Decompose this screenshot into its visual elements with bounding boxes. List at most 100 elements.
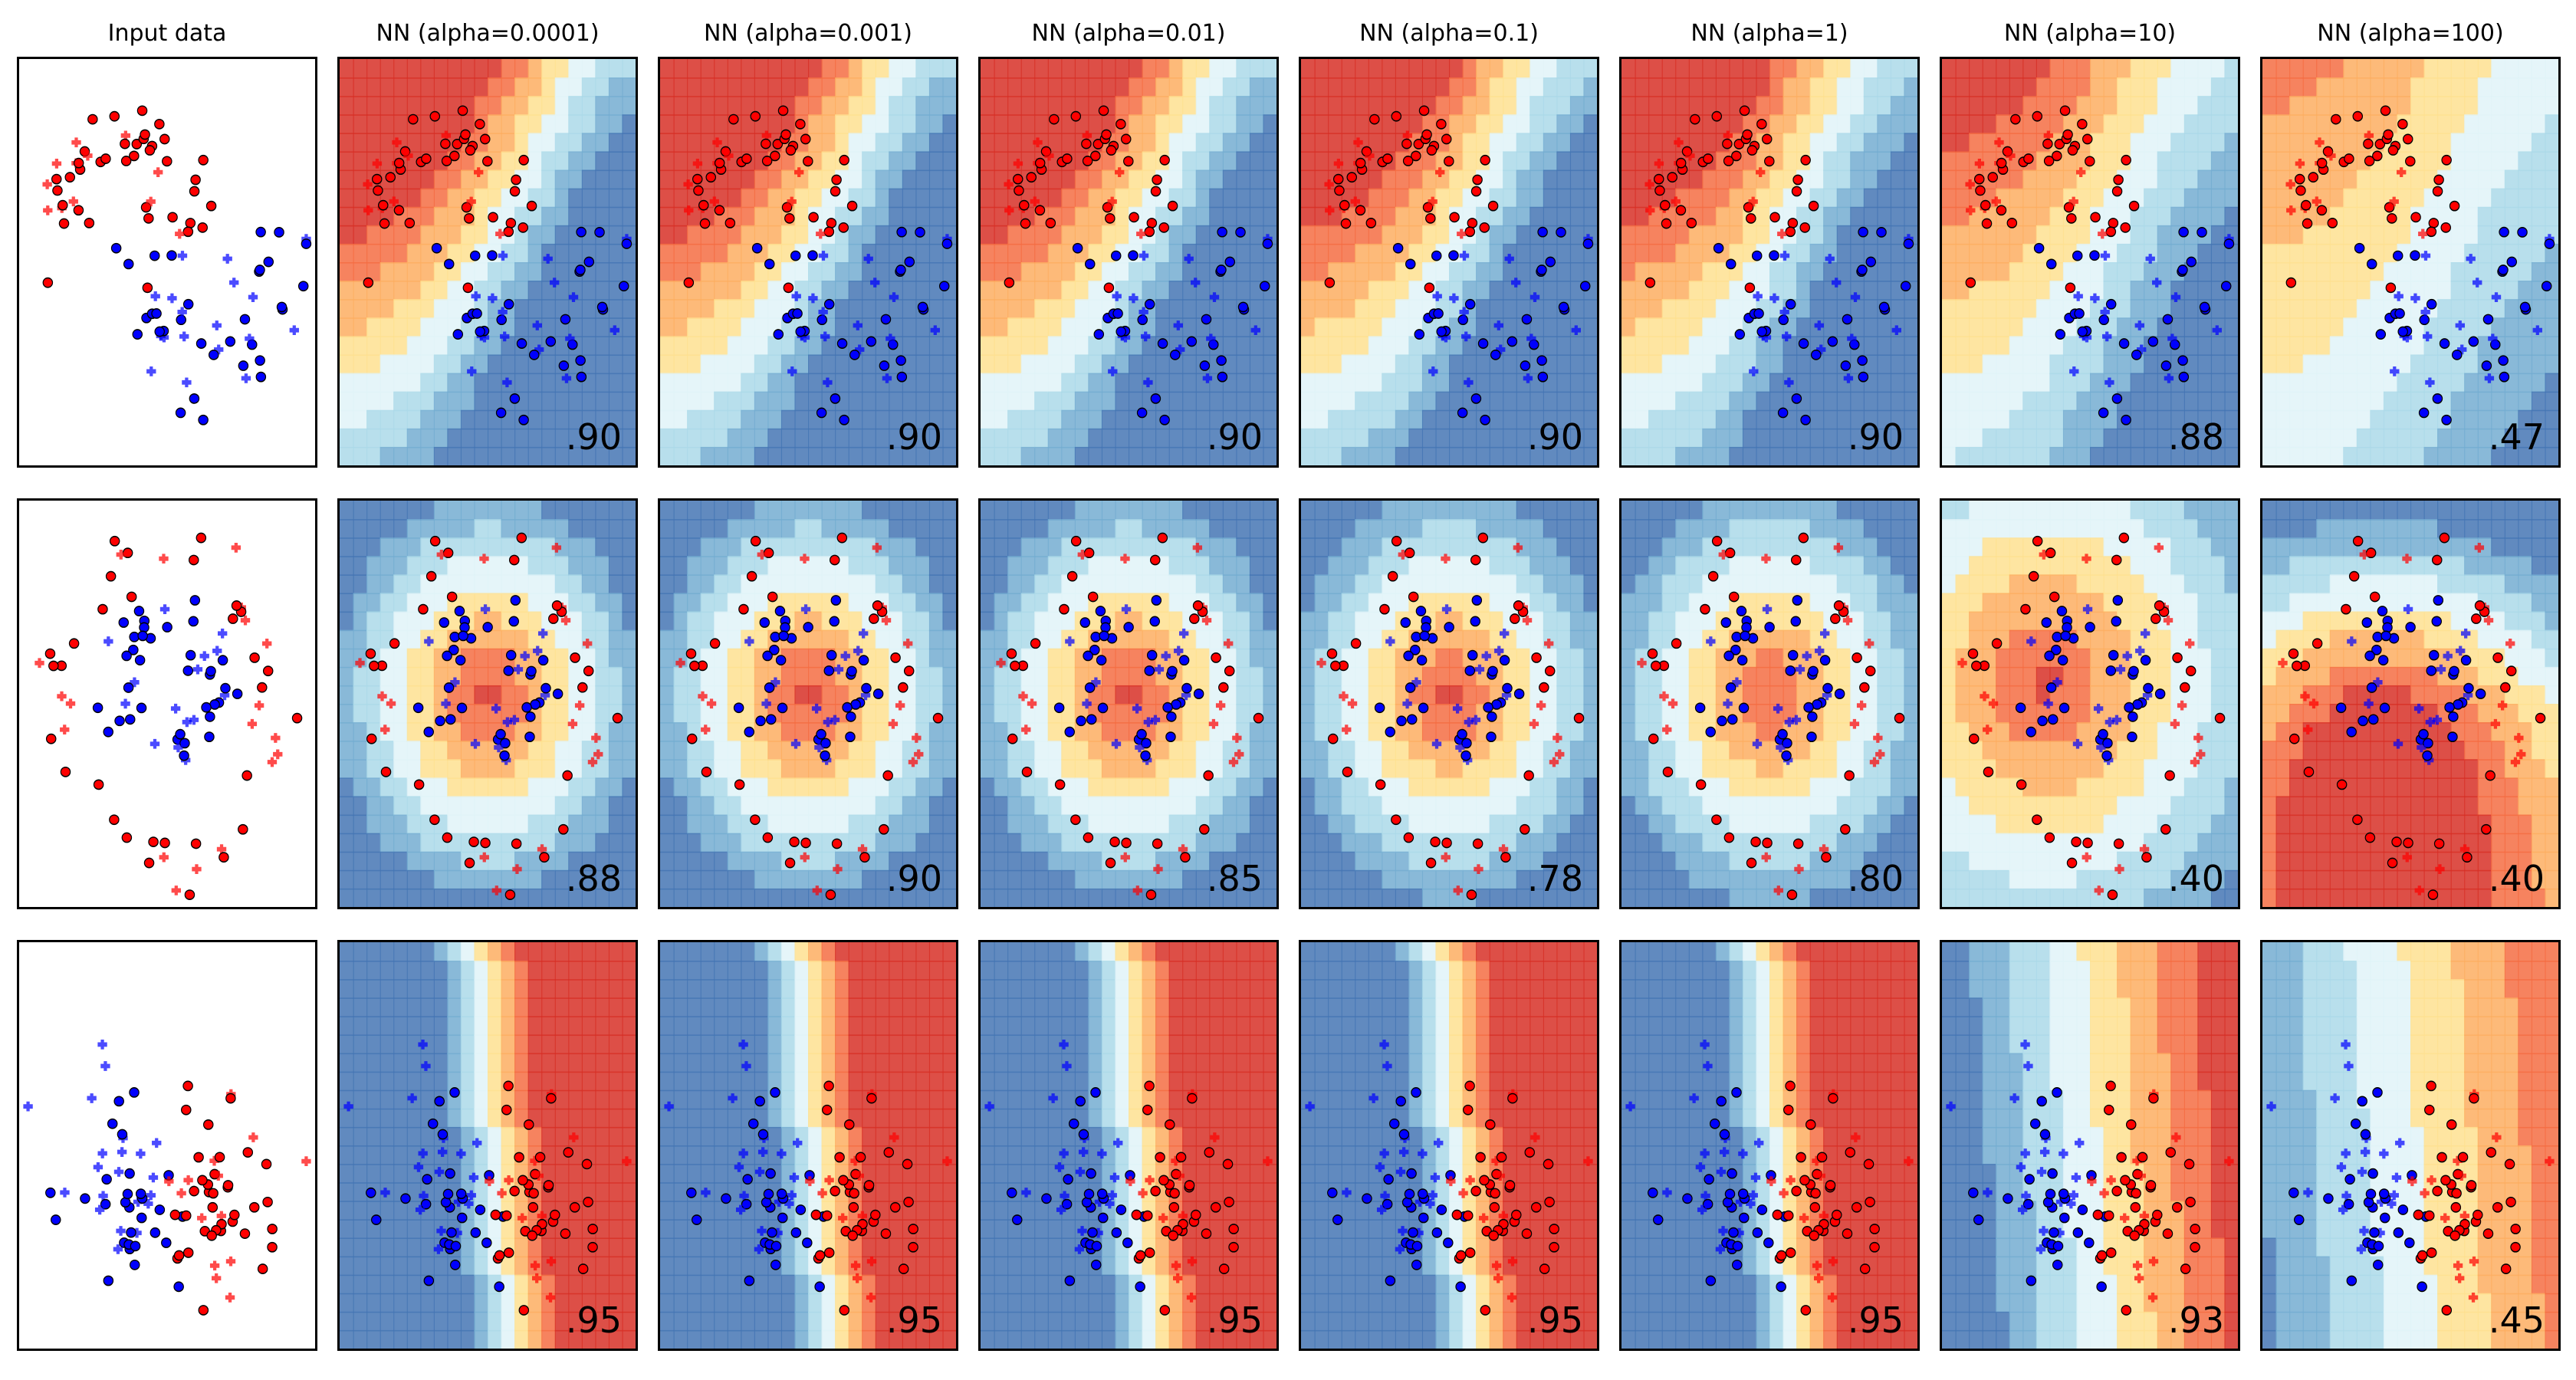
decision-cell — [2036, 281, 2051, 301]
decision-cell — [1195, 262, 1211, 282]
training-point — [1751, 250, 1763, 261]
decision-cell — [406, 428, 422, 449]
decision-cell — [554, 77, 570, 97]
decision-cell — [1942, 317, 1957, 337]
decision-cell — [488, 851, 502, 872]
decision-cell — [1222, 446, 1237, 465]
decision-cell — [595, 851, 610, 872]
decision-cell — [1155, 428, 1170, 449]
decision-cell — [1328, 262, 1342, 282]
decision-cell — [1877, 188, 1892, 209]
decision-cell — [2450, 354, 2466, 375]
decision-cell — [1890, 446, 1905, 465]
decision-cell — [1435, 354, 1451, 375]
decision-cell — [514, 354, 529, 375]
decision-cell — [1809, 428, 1825, 449]
decision-cell — [2464, 114, 2479, 134]
test-point — [1459, 251, 1470, 261]
training-point — [457, 105, 468, 117]
decision-cell — [1101, 428, 1116, 449]
decision-cell — [595, 262, 610, 282]
decision-cell — [780, 77, 796, 97]
decision-cell — [673, 629, 688, 650]
decision-cell — [2545, 133, 2558, 153]
decision-cell — [1182, 77, 1197, 97]
test-point — [2457, 344, 2467, 355]
decision-cell — [714, 373, 728, 393]
decision-cell — [2049, 169, 2065, 190]
decision-cell — [1301, 281, 1316, 301]
decision-cell — [2450, 225, 2466, 245]
decision-cell — [1328, 336, 1342, 356]
decision-cell — [2262, 373, 2277, 393]
decision-cell — [660, 262, 675, 282]
decision-cell — [1823, 281, 1838, 301]
decision-cell — [2477, 188, 2492, 209]
training-point — [124, 714, 136, 725]
decision-cell — [514, 96, 529, 116]
decision-cell — [1742, 262, 1757, 282]
test-point — [71, 137, 81, 148]
decision-cell — [1355, 446, 1369, 465]
decision-cell — [2316, 188, 2331, 209]
decision-cell — [1328, 133, 1342, 153]
decision-cell — [1648, 373, 1663, 393]
decision-cell — [581, 814, 596, 835]
decision-cell — [1942, 336, 1957, 356]
decision-cell — [1836, 77, 1852, 97]
training-point — [1865, 256, 1877, 268]
decision-cell — [2049, 114, 2065, 134]
decision-cell — [2423, 114, 2439, 134]
decision-cell — [673, 428, 688, 449]
decision-cell — [622, 611, 636, 632]
decision-cell — [2144, 96, 2158, 116]
test-point — [1991, 196, 2001, 207]
training-point — [879, 360, 890, 371]
training-point — [159, 837, 170, 849]
decision-cell — [1061, 133, 1076, 153]
column-title: NN (alpha=100) — [2317, 20, 2504, 47]
decision-cell — [2289, 77, 2304, 97]
training-point — [291, 712, 303, 724]
decision-cell — [2076, 96, 2091, 116]
decision-cell — [406, 629, 422, 650]
training-point — [1365, 217, 1377, 228]
decision-cell — [1809, 169, 1825, 190]
decision-cell — [700, 391, 715, 412]
training-point — [741, 153, 752, 164]
training-point — [431, 242, 442, 254]
decision-cell — [928, 96, 944, 116]
decision-cell — [1101, 446, 1116, 465]
decision-cell — [1569, 59, 1585, 79]
decision-cell — [2491, 77, 2505, 97]
test-point — [466, 196, 476, 207]
decision-cell — [1543, 409, 1558, 430]
decision-cell — [875, 281, 890, 301]
decision-cell — [2022, 206, 2037, 227]
decision-cell — [1783, 133, 1798, 153]
decision-cell — [1115, 59, 1130, 79]
decision-cell — [2170, 151, 2185, 172]
training-point — [413, 779, 425, 790]
test-point — [1685, 150, 1695, 161]
training-point — [938, 281, 950, 292]
decision-cell — [622, 704, 636, 724]
decision-cell — [2090, 59, 2104, 79]
decision-cell — [673, 243, 688, 264]
decision-cell — [673, 409, 688, 430]
decision-cell — [1622, 446, 1636, 465]
decision-cell — [1061, 409, 1076, 430]
training-point — [1644, 277, 1656, 288]
decision-cell — [2197, 133, 2213, 153]
training-point — [297, 281, 309, 292]
decision-cell — [1982, 77, 1997, 97]
decision-cell — [780, 169, 796, 190]
decision-cell — [2170, 188, 2185, 209]
training-point — [831, 174, 842, 186]
decision-cell — [1715, 373, 1730, 393]
decision-cell — [2009, 96, 2024, 116]
training-point — [1480, 414, 1490, 426]
decision-cell — [1195, 188, 1211, 209]
decision-cell — [754, 409, 769, 430]
decision-cell — [2302, 96, 2318, 116]
